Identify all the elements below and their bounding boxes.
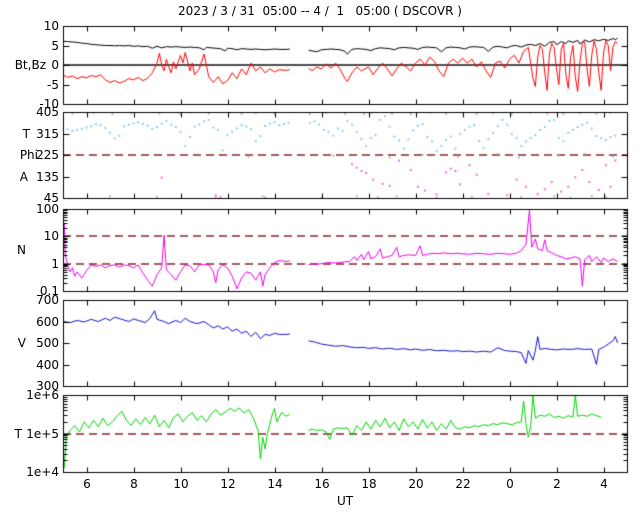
y-tick-label: 135 (36, 170, 59, 184)
x-tick-label: 6 (83, 477, 91, 491)
y-tick-label: 405 (36, 105, 59, 119)
y-tick-label: 0 (51, 58, 59, 72)
x-tick-label: 20 (408, 477, 424, 491)
x-tick-label: 8 (130, 477, 138, 491)
y-tick-label: 10 (43, 19, 59, 33)
axis-unit-label: A (19, 170, 28, 184)
y-tick-label: -5 (47, 78, 59, 92)
y-tick-label: 700 (36, 293, 59, 307)
x-tick-label: 10 (173, 477, 189, 491)
y-tick-label: 1e+5 (26, 427, 59, 441)
y-tick-label: 600 (36, 315, 59, 329)
x-tick-label: 2 (553, 477, 561, 491)
axis-unit-label: V (17, 336, 26, 350)
y-tick-label: -10 (39, 97, 59, 111)
x-tick-label: 12 (220, 477, 236, 491)
x-axis-label: UT (336, 494, 354, 508)
y-tick-label: 1e+4 (26, 465, 59, 479)
plot-title: 2023 / 3 / 31 05:00 -- 4 / 1 05:00 ( DSC… (178, 4, 462, 18)
y-tick-label: 1 (51, 257, 59, 271)
x-tick-label: 18 (361, 477, 377, 491)
axis-unit-label: Phi (19, 148, 38, 162)
x-tick-label: 0 (506, 477, 514, 491)
x-tick-label: 16 (314, 477, 330, 491)
axis-unit-label: N (17, 243, 26, 257)
y-tick-label: 500 (36, 336, 59, 350)
x-tick-label: 4 (600, 477, 608, 491)
axis-unit-label: T (22, 127, 30, 141)
y-tick-label: 10 (43, 229, 59, 243)
axis-unit-label: T (14, 427, 22, 441)
y-tick-label: 400 (36, 358, 59, 372)
y-tick-label: 5 (51, 39, 59, 53)
y-tick-label: 315 (36, 127, 59, 141)
y-tick-label: 300 (36, 379, 59, 393)
y-tick-label: 1e+6 (26, 388, 59, 402)
axis-unit-label: Bt,Bz (14, 58, 46, 72)
y-tick-label: 45 (43, 191, 59, 205)
y-tick-label: 100 (36, 202, 59, 216)
y-tick-label: 0.1 (39, 284, 59, 298)
x-tick-label: 14 (267, 477, 283, 491)
x-tick-label: 22 (455, 477, 471, 491)
y-tick-label: 225 (36, 148, 59, 162)
